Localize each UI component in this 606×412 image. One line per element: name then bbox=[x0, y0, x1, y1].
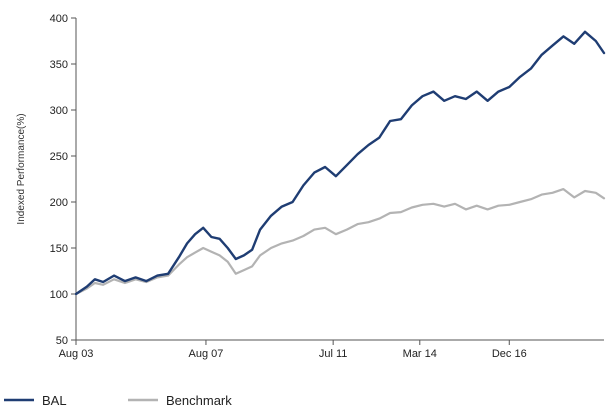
y-tick-label: 300 bbox=[50, 105, 68, 117]
y-tick-label: 250 bbox=[50, 151, 68, 163]
x-tick-label: Aug 03 bbox=[59, 348, 94, 360]
x-tick-label: Jul 11 bbox=[319, 348, 348, 360]
y-tick-label: 50 bbox=[56, 335, 68, 347]
y-tick-label: 400 bbox=[50, 13, 68, 25]
x-tick-label: Mar 14 bbox=[403, 348, 437, 360]
legend-label-benchmark: Benchmark bbox=[166, 393, 232, 408]
y-axis-title: Indexed Performance(%) bbox=[16, 113, 27, 224]
x-tick-label: Dec 16 bbox=[492, 348, 527, 360]
legend-label-bal: BAL bbox=[42, 393, 67, 408]
y-tick-label: 200 bbox=[50, 197, 68, 209]
y-tick-label: 350 bbox=[50, 59, 68, 71]
series-line-benchmark bbox=[74, 188, 606, 296]
y-tick-label: 150 bbox=[50, 243, 68, 255]
y-axis-ticks: 50 100 150 200 250 300 350 400 bbox=[50, 13, 76, 347]
legend: BAL Benchmark bbox=[4, 393, 232, 408]
series-layer bbox=[74, 30, 606, 296]
axes bbox=[75, 18, 604, 341]
series-line-bal bbox=[74, 30, 606, 296]
x-tick-label: Aug 07 bbox=[189, 348, 224, 360]
y-tick-label: 100 bbox=[50, 289, 68, 301]
x-axis-ticks: Aug 03 Aug 07 Jul 11 Mar 14 Dec 16 bbox=[59, 340, 527, 360]
